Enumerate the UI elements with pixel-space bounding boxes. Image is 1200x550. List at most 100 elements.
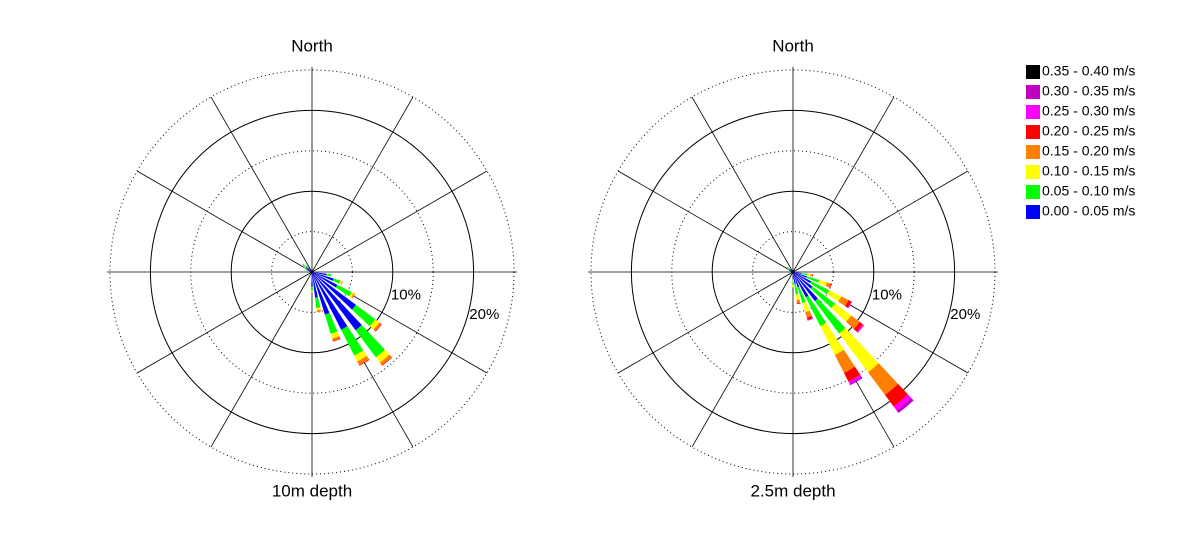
wedge (853, 321, 863, 332)
legend-label: 0.15 - 0.20 m/s (1042, 143, 1135, 159)
wedge (791, 270, 793, 272)
wedge (330, 331, 340, 339)
wedge (332, 335, 341, 341)
legend-swatch (1026, 125, 1040, 139)
spoke (210, 96, 313, 273)
chart-title: North (291, 36, 333, 55)
wedge (793, 272, 802, 274)
wedge (790, 268, 792, 271)
wedge (312, 272, 348, 330)
wedge (802, 301, 810, 313)
grid-circle (630, 109, 956, 435)
wedge (838, 327, 879, 373)
wedge (793, 272, 813, 289)
grid-circle (711, 190, 875, 354)
wedge (335, 284, 352, 297)
wedge (303, 266, 307, 270)
wedge (807, 273, 811, 277)
spoke (792, 96, 895, 273)
wedge (846, 315, 860, 329)
spoke (792, 170, 969, 273)
wedge (357, 355, 370, 366)
wedge (354, 350, 367, 362)
wedge (834, 349, 855, 373)
wedge (820, 322, 844, 355)
spoke (136, 170, 313, 273)
wedge (793, 272, 812, 284)
wedge (884, 383, 909, 407)
wedge (896, 398, 914, 414)
wedge (792, 272, 794, 280)
wedge (310, 290, 314, 293)
wedge (312, 272, 330, 315)
wedge (796, 299, 801, 304)
wedge (793, 272, 796, 285)
wedge (310, 286, 314, 291)
grid-circle-minor (190, 150, 434, 394)
spoke (617, 271, 794, 374)
wedge (786, 266, 790, 270)
wedge (355, 325, 386, 358)
grid-circle-minor (590, 69, 996, 475)
wedge (379, 354, 392, 366)
wedge (893, 394, 912, 411)
wedge (316, 307, 321, 311)
wedge (358, 359, 370, 366)
wedge (818, 279, 828, 287)
wedge (312, 272, 327, 276)
legend-swatch (1026, 165, 1040, 179)
wedge (789, 268, 793, 272)
wedge (806, 315, 813, 320)
wedge (809, 281, 830, 295)
wedge (308, 267, 312, 272)
grid-circle (149, 109, 475, 435)
wedge (849, 376, 863, 386)
wedge (341, 326, 364, 356)
wedge (868, 363, 899, 395)
wedge (789, 270, 793, 272)
r-tick-label: 10% (872, 286, 902, 303)
wedge (805, 310, 812, 318)
wedge (312, 272, 362, 331)
spoke (691, 271, 794, 448)
wedge (788, 270, 791, 272)
wedge (811, 274, 814, 277)
legend-swatch (1026, 205, 1040, 219)
wedge (302, 263, 307, 268)
grid-circle (230, 190, 394, 354)
wedge (796, 302, 801, 305)
wedge (825, 282, 831, 288)
chart-title: North (772, 36, 814, 55)
legend-label: 0.35 - 0.40 m/s (1042, 63, 1135, 79)
legend-label: 0.05 - 0.10 m/s (1042, 183, 1135, 199)
grid-circle-minor (752, 231, 834, 313)
wedge (312, 272, 334, 281)
wedge (806, 276, 820, 283)
legend-label: 0.10 - 0.15 m/s (1042, 163, 1135, 179)
legend-swatch (1026, 145, 1040, 159)
wedge (797, 286, 806, 303)
wedge (312, 272, 338, 288)
wedge (326, 273, 332, 277)
wedge (810, 274, 813, 277)
spoke (210, 271, 313, 448)
spoke (311, 170, 488, 273)
wedge (814, 298, 846, 334)
wedge (373, 322, 382, 332)
wedge (794, 283, 799, 295)
wedge (315, 297, 321, 309)
wedge (795, 294, 800, 301)
wedge (332, 278, 341, 284)
chart-subtitle: 2.5m depth (750, 481, 835, 500)
wedge (810, 286, 836, 308)
wedge (845, 300, 852, 308)
wedge (792, 279, 794, 285)
wedge (844, 366, 861, 382)
grid-circle-minor (671, 150, 915, 394)
wedge (847, 301, 853, 309)
wedge (381, 356, 393, 366)
spoke (617, 170, 794, 273)
wedge (856, 324, 865, 333)
wedge (330, 274, 333, 277)
